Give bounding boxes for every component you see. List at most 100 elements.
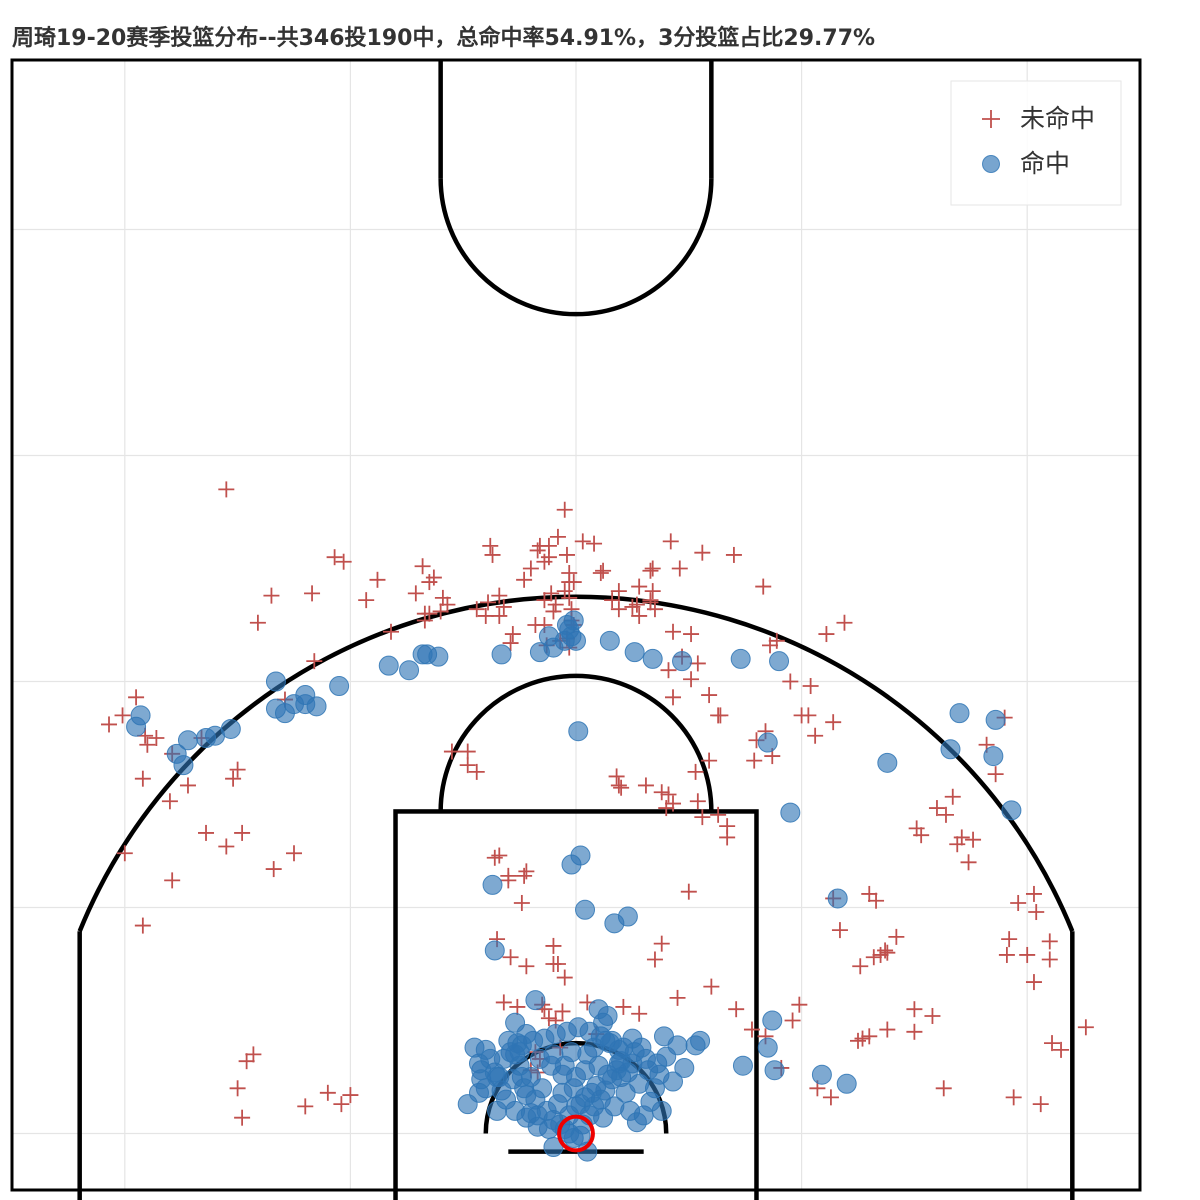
missed-shot-marker: [836, 614, 853, 631]
missed-shot-marker: [1032, 1096, 1049, 1113]
missed-shot-marker: [610, 601, 627, 618]
missed-shot-marker: [701, 752, 718, 769]
missed-shot-marker: [491, 587, 508, 604]
made-shot-marker: [762, 1010, 783, 1031]
missed-shot-marker: [504, 626, 521, 643]
missed-shot-marker: [953, 829, 970, 846]
missed-shot-marker: [480, 594, 497, 611]
paint-lane: [393, 809, 759, 1200]
missed-shot-marker: [592, 565, 609, 582]
made-shot-marker: [575, 899, 596, 920]
missed-shot-marker: [326, 549, 343, 566]
missed-shot-marker: [865, 949, 882, 966]
missed-shot-marker: [116, 845, 133, 862]
missed-shot-marker: [802, 678, 819, 695]
made-shot-marker: [599, 630, 620, 651]
missed-shot-marker: [822, 1089, 839, 1106]
missed-shot-marker: [502, 949, 519, 966]
made-shot-marker: [780, 802, 801, 823]
missed-shot-marker: [854, 1030, 871, 1047]
missed-shot-marker: [425, 569, 442, 586]
missed-shot-marker: [443, 743, 460, 760]
missed-shot-marker: [249, 614, 266, 631]
missed-shot-marker: [818, 626, 835, 643]
missed-shot-marker: [358, 592, 375, 609]
missed-shot-marker: [263, 587, 280, 604]
made-shot-marker: [491, 644, 512, 665]
missed-shot-marker: [861, 885, 878, 902]
made-shot-marker: [690, 1030, 711, 1051]
missed-shot-marker: [540, 1010, 557, 1027]
made-shot-marker: [484, 940, 505, 961]
missed-shot-marker: [536, 553, 553, 570]
made-shot-marker: [672, 651, 693, 672]
missed-shot-marker: [631, 607, 648, 624]
made-shot-marker: [983, 746, 1004, 767]
missed-shot-marker: [935, 1080, 952, 1097]
missed-shot-marker: [937, 806, 954, 823]
made-shot-marker: [877, 752, 898, 773]
missed-shot-marker: [229, 761, 246, 778]
made-shot-marker: [500, 1042, 521, 1063]
missed-shot-marker: [660, 662, 677, 679]
missed-shot-marker: [495, 598, 512, 615]
missed-shot-marker: [665, 689, 682, 706]
missed-shot-marker: [944, 788, 961, 805]
missed-shot-marker: [545, 603, 562, 620]
missed-shot-marker: [265, 861, 282, 878]
missed-shot-marker: [238, 1053, 255, 1070]
missed-shot-marker: [610, 777, 627, 794]
missed-shot-marker: [556, 969, 573, 986]
plot-frame: [10, 58, 1142, 1192]
missed-shot-marker: [662, 533, 679, 550]
made-shot-marker: [581, 1082, 602, 1103]
legend-label-make: 命中: [1020, 149, 1070, 178]
made-shot-marker: [575, 1060, 596, 1081]
missed-shot-marker: [631, 578, 648, 595]
missed-shot-marker: [965, 831, 982, 848]
missed-shot-marker: [646, 951, 663, 968]
missed-shot-marker: [613, 779, 630, 796]
made-shot-marker: [126, 716, 147, 737]
made-shot-marker: [638, 1060, 659, 1081]
missed-shot-marker: [1010, 894, 1027, 911]
missed-shot-marker: [1053, 1041, 1070, 1058]
missed-shot-marker: [669, 989, 686, 1006]
made-shot-marker: [265, 671, 286, 692]
missed-shot-marker: [509, 998, 526, 1015]
missed-shot-marker: [574, 533, 591, 550]
missed-shot-marker: [755, 578, 772, 595]
missed-shot-marker: [432, 603, 449, 620]
made-shot-marker: [624, 642, 645, 663]
made-shot-marker: [604, 1096, 625, 1117]
made-shot-marker: [527, 1105, 548, 1126]
missed-shot-marker: [468, 601, 485, 618]
missed-shot-marker: [642, 562, 659, 579]
made-shot-marker: [836, 1073, 857, 1094]
missed-shot-marker: [852, 958, 869, 975]
missed-shot-marker: [561, 589, 578, 606]
missed-shot-marker: [540, 537, 557, 554]
missed-shot-marker: [229, 1080, 246, 1097]
missed-shot-marker: [543, 585, 560, 602]
missed-shot-marker: [644, 583, 661, 600]
made-shot-marker: [378, 655, 399, 676]
made-shot-marker: [642, 648, 663, 669]
center-circle: [438, 178, 714, 317]
made-shot-marker: [757, 1037, 778, 1058]
made-shot-marker: [757, 732, 778, 753]
missed-shot-marker: [468, 763, 485, 780]
missed-shot-marker: [653, 784, 670, 801]
missed-shot-marker: [516, 867, 533, 884]
made-shot-marker: [306, 696, 327, 717]
missed-shot-marker: [683, 626, 700, 643]
missed-shot-marker: [595, 562, 612, 579]
missed-shot-marker: [719, 829, 736, 846]
missed-shot-marker: [631, 1005, 648, 1022]
missed-shot-marker: [114, 707, 131, 724]
rim-circle: [557, 1114, 595, 1153]
missed-shot-marker: [872, 946, 889, 963]
made-shot-marker: [457, 1094, 478, 1115]
missed-shot-marker: [556, 501, 573, 518]
missed-shot-marker: [1028, 904, 1045, 921]
